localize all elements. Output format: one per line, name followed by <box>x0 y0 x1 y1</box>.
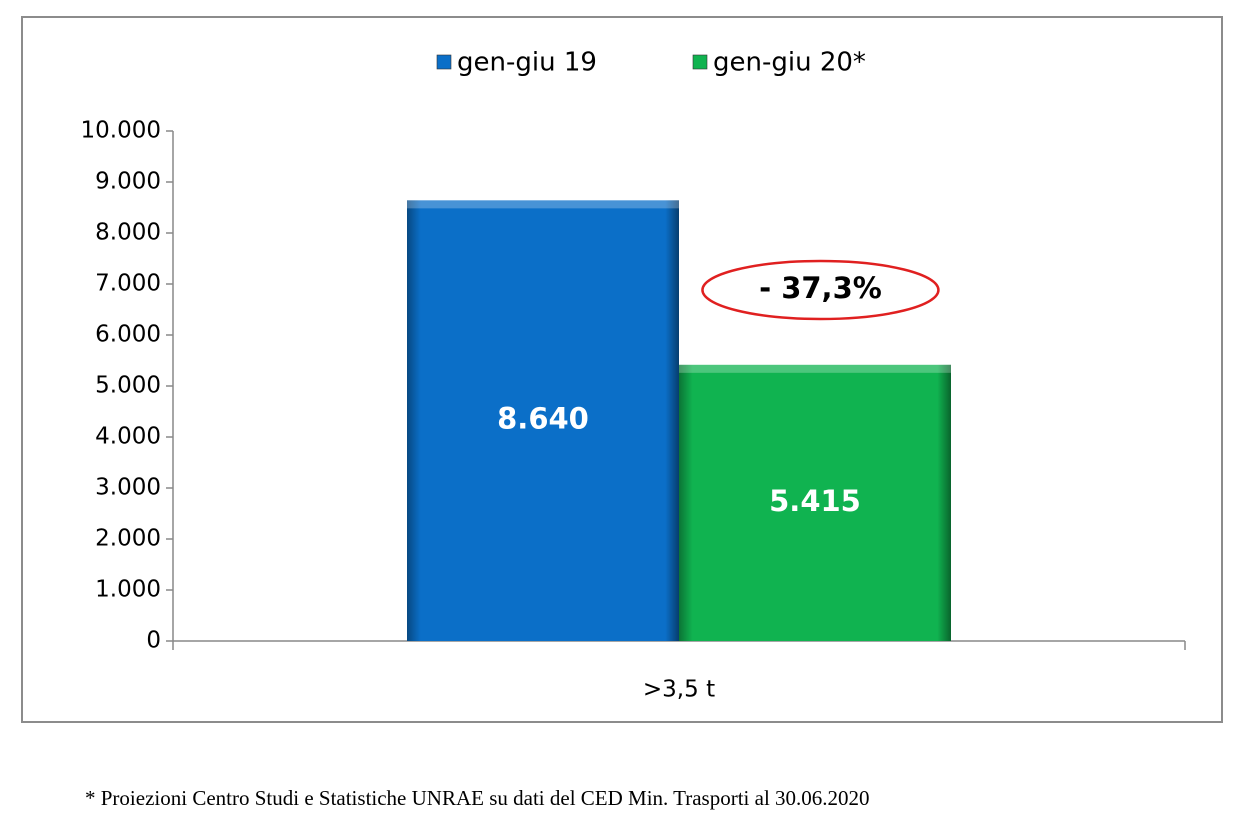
y-tick-label: 4.000 <box>95 424 161 450</box>
legend-swatch <box>436 54 452 70</box>
bar-shade <box>679 364 951 641</box>
legend-label: gen-giu 20* <box>713 48 866 78</box>
y-tick-label: 2.000 <box>95 526 161 552</box>
y-tick-label: 1.000 <box>95 577 161 603</box>
legend-label: gen-giu 19 <box>457 48 597 78</box>
x-tick-label: >3,5 t <box>643 677 715 703</box>
y-tick-label: 9.000 <box>95 169 161 195</box>
annotation: - 37,3% <box>759 271 882 305</box>
annotation-ellipse <box>701 259 940 321</box>
y-tick-label: 5.000 <box>95 373 161 399</box>
y-tick-label: 8.000 <box>95 220 161 246</box>
bar-shade <box>407 200 679 642</box>
legend-swatch <box>692 54 708 70</box>
bar-bevel <box>679 364 951 373</box>
footnote: * Proiezioni Centro Studi e Statistiche … <box>85 786 870 810</box>
y-tick-label: 6.000 <box>95 322 161 348</box>
y-tick-label: 7.000 <box>95 271 161 297</box>
data-label: 8.640 <box>497 402 589 436</box>
y-tick-label: 0 <box>146 628 161 654</box>
data-label: 5.415 <box>769 484 861 518</box>
bar-bevel <box>407 200 679 209</box>
y-tick-label: 3.000 <box>95 475 161 501</box>
y-tick-label: 10.000 <box>81 118 161 144</box>
